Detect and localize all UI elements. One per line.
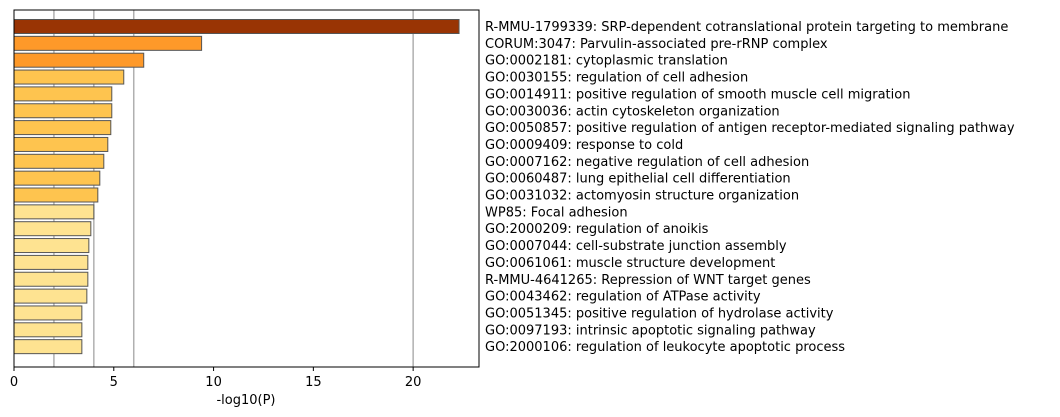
category-label: R-MMU-1799339: SRP-dependent cotranslati…: [485, 20, 1008, 35]
bar: [13, 103, 113, 119]
x-tick-label: 15: [305, 375, 322, 390]
bar: [13, 339, 83, 355]
bar: [13, 305, 83, 321]
category-label: GO:0097193: intrinsic apoptotic signalin…: [485, 323, 816, 338]
bar-layer: [13, 19, 460, 355]
bar: [13, 271, 89, 287]
category-label: GO:0009409: response to cold: [485, 138, 683, 153]
category-label: WP85: Focal adhesion: [485, 205, 628, 220]
category-label: GO:0031032: actomyosin structure organiz…: [485, 189, 799, 204]
category-label: GO:0043462: regulation of ATPase activit…: [485, 290, 761, 305]
x-axis-ticks: 0 5 10 15 20: [10, 367, 422, 390]
x-tick-label: 0: [10, 375, 18, 390]
bar: [13, 69, 125, 85]
bar: [13, 136, 109, 152]
bar: [13, 322, 83, 338]
bar: [13, 153, 105, 169]
category-label: GO:0061061: muscle structure development: [485, 256, 775, 271]
bar: [13, 170, 101, 186]
category-label: GO:2000106: regulation of leukocyte apop…: [485, 340, 845, 355]
category-label: CORUM:3047: Parvulin-associated pre-rRNP…: [485, 37, 828, 52]
category-label: GO:0050857: positive regulation of antig…: [485, 121, 1015, 136]
category-label: GO:0002181: cytoplasmic translation: [485, 54, 728, 69]
category-label: GO:2000209: regulation of anoikis: [485, 222, 709, 237]
bar: [13, 86, 113, 102]
bar: [13, 254, 89, 270]
bar: [13, 187, 99, 203]
bar: [13, 52, 145, 68]
x-tick-label: 5: [110, 375, 118, 390]
bar: [13, 288, 88, 304]
category-label: GO:0030155: regulation of cell adhesion: [485, 71, 748, 86]
x-axis-label: -log10(P): [216, 393, 275, 408]
category-label: GO:0007044: cell-substrate junction asse…: [485, 239, 787, 254]
bar: [13, 35, 203, 51]
category-label: GO:0030036: actin cytoskeleton organizat…: [485, 104, 780, 119]
category-label: GO:0051345: positive regulation of hydro…: [485, 306, 834, 321]
bar: [13, 204, 95, 220]
category-label: GO:0060487: lung epithelial cell differe…: [485, 172, 791, 187]
bar: [13, 19, 460, 34]
bar: [13, 120, 112, 136]
category-labels: R-MMU-1799339: SRP-dependent cotranslati…: [485, 20, 1015, 355]
x-tick-label: 20: [405, 375, 422, 390]
category-label: GO:0014911: positive regulation of smoot…: [485, 87, 910, 102]
plot-frame: [13, 9, 480, 368]
x-tick-label: 10: [205, 375, 222, 390]
bar: [13, 238, 90, 254]
category-label: R-MMU-4641265: Repression of WNT target …: [485, 273, 811, 288]
bar: [13, 221, 92, 237]
category-label: GO:0007162: negative regulation of cell …: [485, 155, 809, 170]
